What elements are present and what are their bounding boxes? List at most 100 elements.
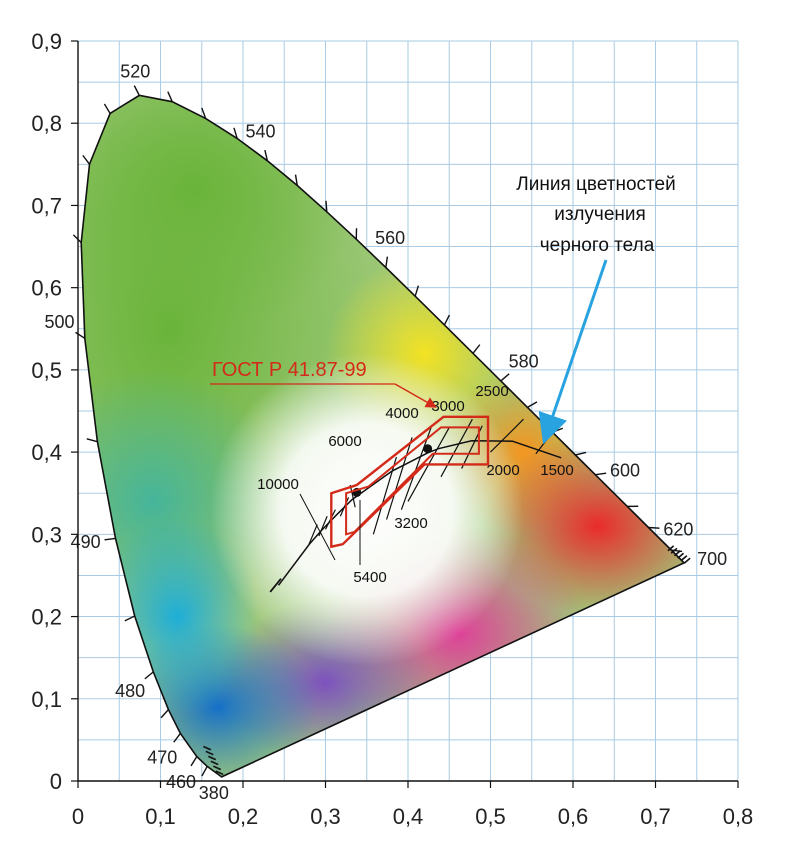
isotemperature-line: [490, 418, 524, 453]
wavelength-label: 480: [115, 681, 145, 701]
wavelength-tick: [208, 755, 217, 761]
wavelength-label: 490: [71, 532, 101, 552]
y-tick-label: 0: [50, 769, 62, 794]
gost-annotation: ГОСТ Р 41.87-99: [210, 359, 437, 408]
wavelength-tick: [144, 671, 154, 680]
wavelength-tick: [215, 770, 224, 776]
axes: [71, 40, 739, 788]
wavelength-label: 540: [245, 122, 275, 142]
wavelength-label: 470: [147, 747, 177, 767]
y-tick-label: 0,6: [31, 276, 62, 301]
x-tick-label: 0,4: [393, 804, 424, 829]
wavelength-tick: [673, 550, 681, 557]
wavelength-tick: [212, 765, 222, 771]
cct-label: 10000: [257, 476, 299, 493]
x-tick-label: 0,6: [558, 804, 589, 829]
wavelength-label: 380: [199, 783, 229, 803]
cct-labels: 10000 6000 5400 4000 3200 3000 2500 2000 1500: [257, 383, 574, 586]
cct-label: 6000: [328, 433, 361, 450]
isotemperature-line: [372, 456, 398, 535]
wavelength-tick: [648, 526, 660, 529]
gost-label: ГОСТ Р 41.87-99: [212, 359, 367, 381]
gost-inner-boundary: [345, 426, 480, 536]
y-tick-label: 0,4: [31, 440, 62, 465]
wavelength-tick: [575, 451, 587, 456]
color-blob: [210, 353, 524, 666]
wavelength-tick: [86, 438, 98, 443]
wavelength-tick: [472, 344, 481, 354]
wavelength-tick: [667, 545, 675, 552]
wavelength-tick: [190, 756, 198, 767]
cct-leader-line: [299, 493, 336, 561]
y-tick-label: 0,2: [31, 605, 62, 630]
cct-label: 3200: [394, 515, 427, 532]
x-tick-label: 0,5: [475, 804, 506, 829]
wavelength-tick: [595, 472, 607, 476]
y-tick-label: 0,1: [31, 687, 62, 712]
y-tick-labels: 0 0,1 0,2 0,3 0,4 0,5 0,6 0,7 0,8 0,9: [31, 29, 62, 794]
wavelength-label: 460: [166, 772, 196, 792]
wavelength-tick: [103, 103, 111, 114]
x-tick-labels: 0 0,1 0,2 0,3 0,4 0,5 0,6 0,7 0,8: [72, 804, 753, 829]
wavelength-tick: [552, 427, 564, 433]
isotemperature-line: [400, 427, 432, 510]
wavelength-label: 700: [697, 549, 727, 569]
wavelength-tick: [680, 555, 688, 562]
x-tick-label: 0,7: [640, 804, 671, 829]
blackbody-annotation: Линия цветностей излучения черного тела: [516, 174, 676, 445]
gost-region: [330, 415, 490, 549]
wavelength-label: 560: [375, 228, 405, 248]
spectral-locus: [80, 94, 686, 778]
wavelength-tick: [75, 331, 86, 339]
wavelength-tick: [264, 149, 269, 161]
wavelength-tick: [203, 745, 212, 751]
wavelength-tick: [205, 750, 214, 756]
wavelength-tick: [201, 107, 207, 119]
x-tick-label: 0,3: [310, 804, 341, 829]
wavelength-label: 520: [120, 61, 150, 81]
wavelength-tick: [210, 760, 219, 766]
annotation-line-3: черного тела: [540, 235, 655, 256]
y-tick-label: 0,8: [31, 111, 62, 136]
wavelength-tick: [82, 154, 91, 165]
wavelength-tick: [233, 127, 238, 139]
isotemperature-line: [308, 524, 318, 545]
x-tick-label: 0: [72, 804, 84, 829]
wavelength-tick: [294, 174, 298, 186]
annotation-arrow: [538, 259, 608, 445]
wavelength-label: 600: [610, 460, 640, 480]
blackbody-endcap: [269, 578, 282, 593]
wavelength-tick: [167, 91, 173, 102]
wavelength-tick: [160, 709, 169, 719]
wavelength-tick: [385, 256, 389, 268]
wavelength-tick: [133, 85, 140, 96]
wavelength-tick: [527, 401, 538, 408]
wavelength-tick: [670, 547, 678, 554]
wavelength-tick: [683, 557, 691, 564]
x-tick-label: 0,2: [228, 804, 259, 829]
y-tick-label: 0,9: [31, 29, 62, 54]
isotemperature-line: [385, 437, 413, 520]
annotation-line-1: Линия цветностей: [516, 174, 675, 195]
wavelength-tick: [201, 766, 208, 777]
isotemperature-line: [349, 484, 356, 508]
cct-point: [423, 444, 433, 454]
wavelength-tick: [325, 200, 328, 212]
y-tick-label: 0,5: [31, 358, 62, 383]
y-tick-label: 0,3: [31, 522, 62, 547]
wavelength-tick: [443, 314, 450, 326]
wavelength-tick: [124, 615, 135, 622]
wavelength-label: 620: [663, 519, 693, 539]
cct-label: 4000: [385, 405, 418, 422]
cct-label: 3000: [431, 398, 464, 415]
wavelength-tick: [500, 373, 510, 382]
x-tick-label: 0,1: [145, 804, 176, 829]
cct-label: 2500: [475, 383, 508, 400]
cct-label: 5400: [353, 569, 386, 586]
wavelength-tick: [173, 733, 181, 743]
cct-label: 1500: [540, 462, 573, 479]
y-tick-label: 0,7: [31, 193, 62, 218]
isotemperature-line: [339, 497, 350, 517]
wavelength-tick: [414, 285, 420, 297]
cct-label: 2000: [486, 462, 519, 479]
